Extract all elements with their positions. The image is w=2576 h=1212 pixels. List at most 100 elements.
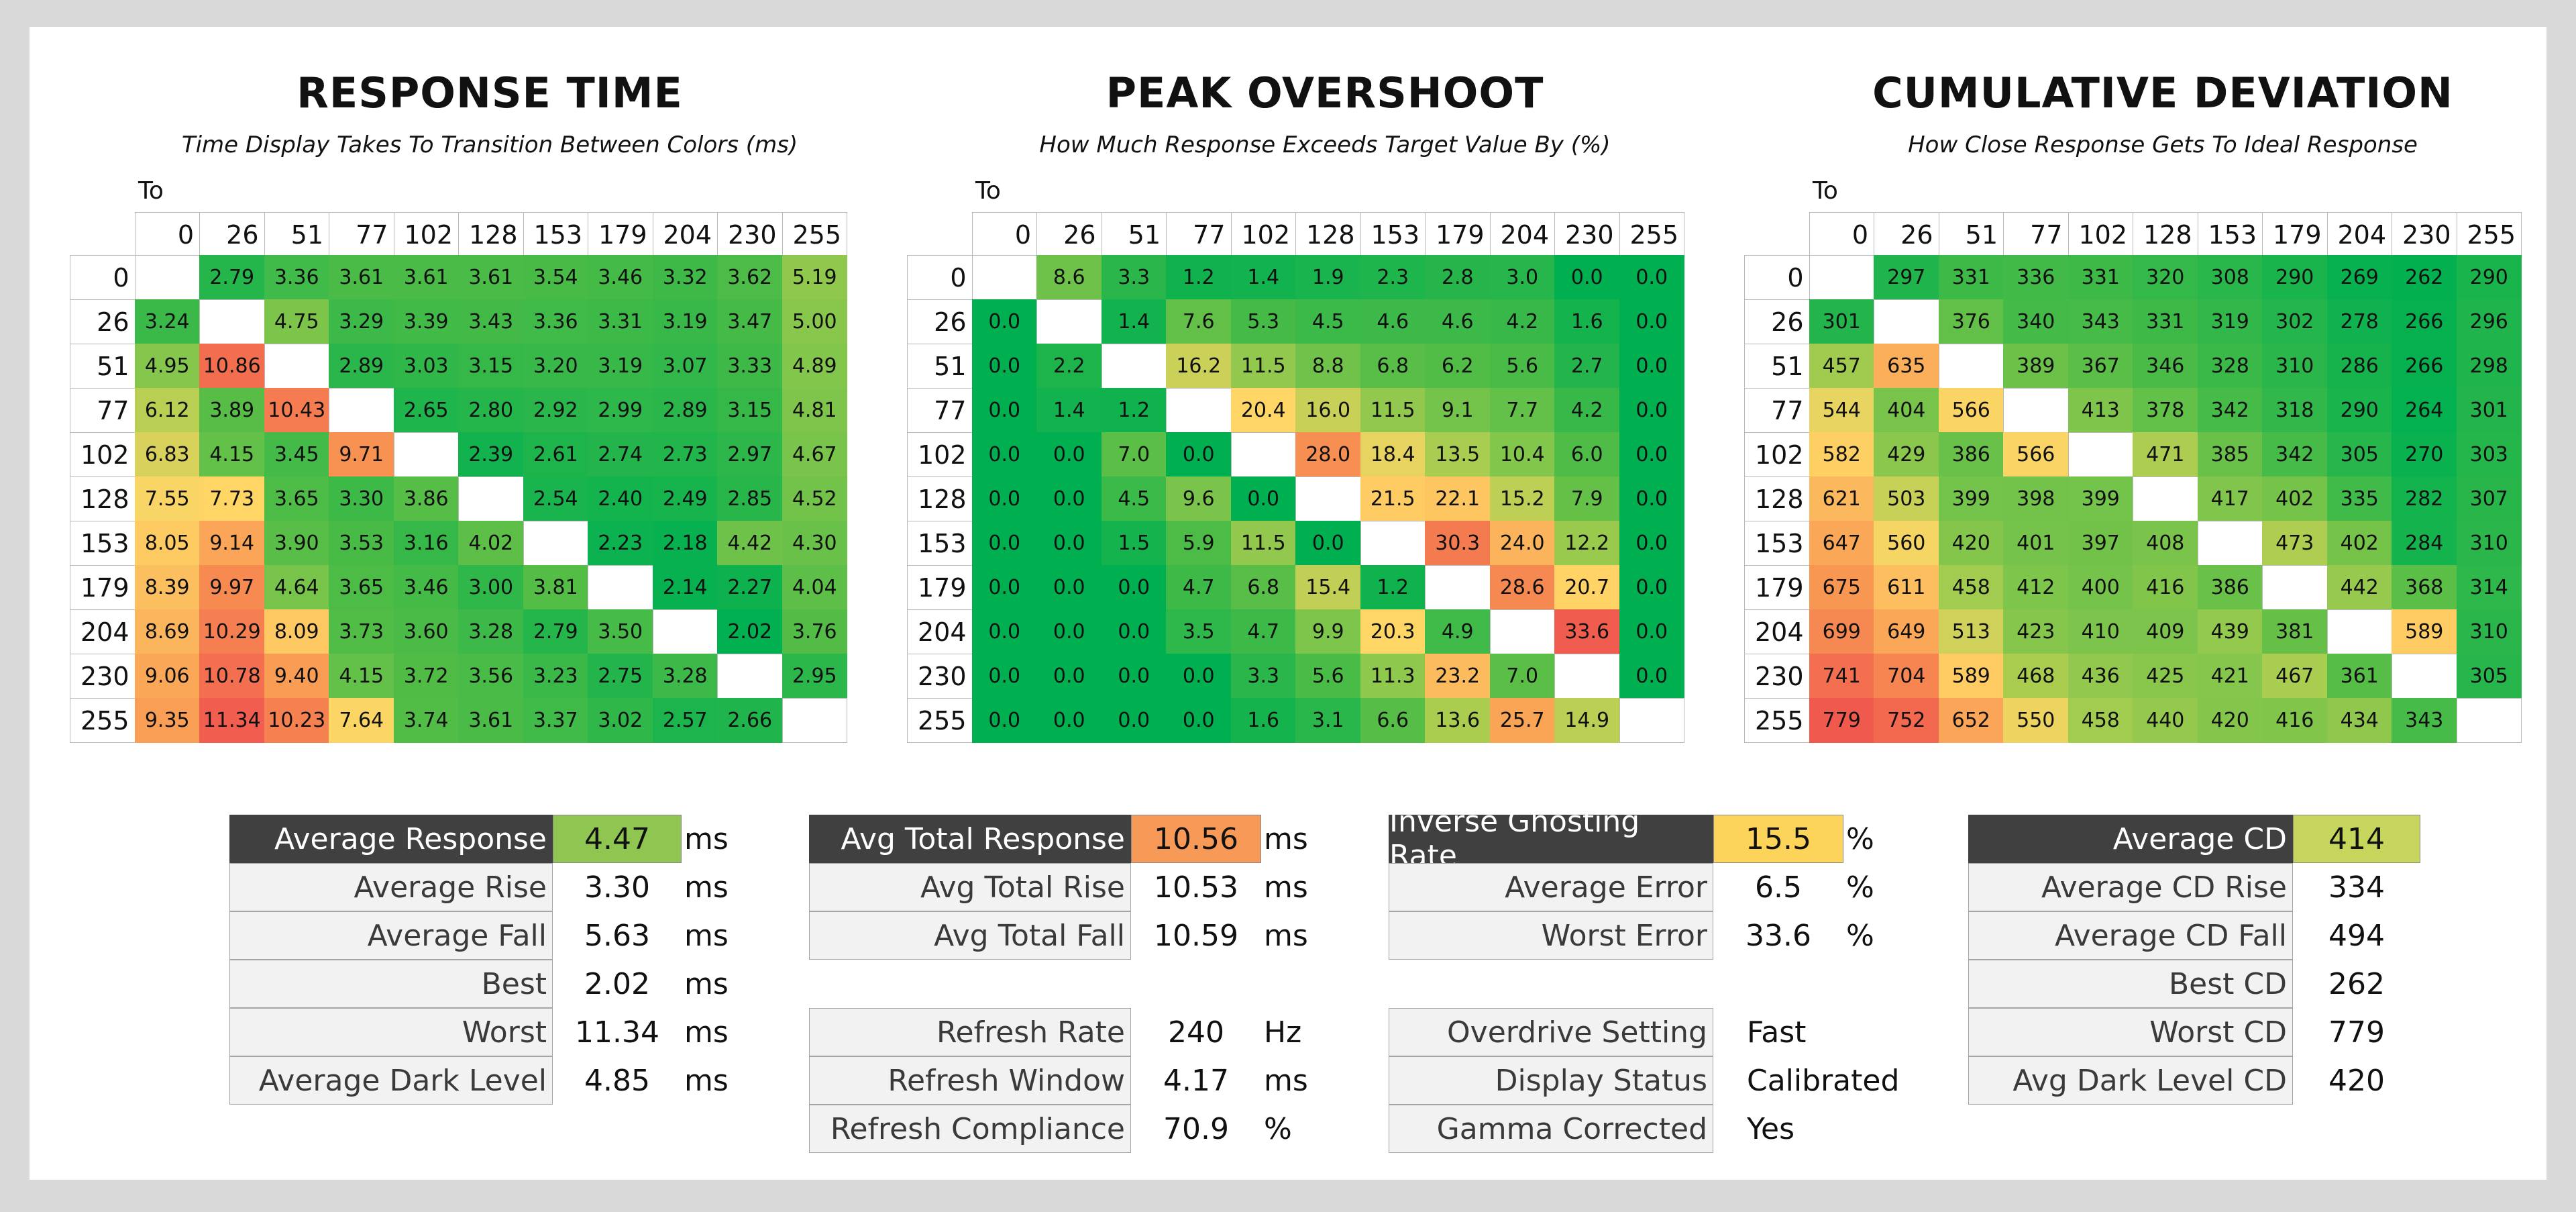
heatmap-cell <box>717 654 783 699</box>
stat-label-average-rise: Average Rise <box>229 863 553 911</box>
heatmap-cell: 3.28 <box>458 609 524 654</box>
heatmap-cell: 550 <box>2003 698 2069 743</box>
stat-label-best-cd: Best CD <box>1968 960 2293 1008</box>
stat-value-average-error: 6.5 <box>1755 870 1802 905</box>
heatmap-cell: 2.75 <box>588 654 653 699</box>
heatmap-cell: 266 <box>2392 344 2457 389</box>
column-header: 153 <box>523 212 588 257</box>
heatmap-cell: 3.19 <box>588 344 653 389</box>
stat-value-refresh-rate: 240 <box>1168 1015 1224 1050</box>
heatmap-cell: 3.50 <box>588 609 653 654</box>
heatmap-cell: 704 <box>1874 654 1939 699</box>
heatmap-cell: 13.6 <box>1425 698 1491 743</box>
heatmap-cell: 368 <box>2392 565 2457 610</box>
heatmap-cell: 2.89 <box>329 344 394 389</box>
heatmap-cell: 4.42 <box>717 521 783 566</box>
heatmap-cell: 417 <box>2197 476 2263 521</box>
row-header: 128 <box>1744 476 1810 521</box>
stat-value-inverse-ghosting-rate: 15.5 <box>1713 815 1843 863</box>
heatmap-cell: 4.5 <box>1101 476 1167 521</box>
stat-label-avg-total-response: Avg Total Response <box>809 815 1131 863</box>
row-header: 77 <box>70 388 136 433</box>
stat-label-average-dark-level: Average Dark Level <box>229 1056 553 1105</box>
heatmap-cell: 2.61 <box>523 432 588 477</box>
heatmap-cell: 0.0 <box>1619 299 1684 344</box>
heatmap-cell: 11.3 <box>1360 654 1426 699</box>
column-header: 51 <box>264 212 329 257</box>
heatmap-cell: 410 <box>2068 609 2133 654</box>
heatmap-cell: 328 <box>2197 344 2263 389</box>
heatmap-cell: 2.40 <box>588 476 653 521</box>
heatmap-cell: 1.2 <box>1101 388 1167 433</box>
heatmap-cell: 3.15 <box>458 344 524 389</box>
heatmap-cell: 0.0 <box>1554 255 1620 300</box>
heatmap-cell: 3.20 <box>523 344 588 389</box>
row-header: 26 <box>70 299 136 344</box>
heatmap-cell: 331 <box>2133 299 2198 344</box>
heatmap-cell <box>1230 432 1296 477</box>
heatmap-cell: 3.61 <box>458 698 524 743</box>
heatmap-cell: 467 <box>2262 654 2328 699</box>
heatmap-cell: 2.54 <box>523 476 588 521</box>
row-header: 102 <box>907 432 973 477</box>
chart-subtitle: How Much Response Exceeds Target Value B… <box>1039 132 1611 158</box>
stat-value-worst-error: 33.6 <box>1746 918 1811 953</box>
row-header: 179 <box>907 565 973 610</box>
stat-unit-avg-total-rise: ms <box>1264 870 1308 905</box>
heatmap-cell: 1.5 <box>1101 521 1167 566</box>
heatmap-cell: 10.23 <box>264 698 329 743</box>
column-header: 179 <box>1425 212 1491 257</box>
row-header: 77 <box>1744 388 1810 433</box>
heatmap-cell: 0.0 <box>1101 609 1167 654</box>
heatmap-cell: 3.46 <box>588 255 653 300</box>
heatmap-cell: 3.02 <box>588 698 653 743</box>
heatmap-cell: 3.86 <box>393 476 459 521</box>
stat-value-avg-total-fall: 10.59 <box>1154 918 1238 953</box>
heatmap-cell: 2.80 <box>458 388 524 433</box>
column-header: 255 <box>1619 212 1684 257</box>
heatmap-cell: 3.81 <box>523 565 588 610</box>
heatmap-cell <box>588 565 653 610</box>
heatmap-cell: 3.61 <box>458 255 524 300</box>
heatmap-cell <box>971 255 1037 300</box>
heatmap-cell: 9.71 <box>329 432 394 477</box>
heatmap-cell: 9.35 <box>134 698 200 743</box>
heatmap-cell: 0.0 <box>1036 654 1102 699</box>
heatmap-cell: 331 <box>1938 255 2004 300</box>
heatmap-cell: 0.0 <box>971 698 1037 743</box>
stat-value-refresh-compliance: 70.9 <box>1163 1111 1229 1146</box>
column-header: 179 <box>2262 212 2328 257</box>
heatmap-cell: 7.6 <box>1166 299 1232 344</box>
heatmap-cell: 3.45 <box>264 432 329 477</box>
heatmap-cell: 513 <box>1938 609 2004 654</box>
stat-label-inverse-ghosting-rate: Inverse Ghosting Rate <box>1389 805 1713 873</box>
heatmap-cell: 635 <box>1874 344 1939 389</box>
heatmap-cell: 24.0 <box>1489 521 1555 566</box>
row-header: 51 <box>1744 344 1810 389</box>
heatmap-cell: 3.33 <box>717 344 783 389</box>
heatmap-cell: 320 <box>2133 255 2198 300</box>
heatmap-cell: 3.24 <box>134 299 200 344</box>
column-header: 26 <box>1036 212 1102 257</box>
heatmap-cell: 0.0 <box>1619 432 1684 477</box>
stat-label-average-response: Average Response <box>229 815 553 863</box>
stat-value-average-cd-fall: 494 <box>2328 918 2385 953</box>
heatmap-cell: 318 <box>2262 388 2328 433</box>
heatmap-cell: 0.0 <box>971 565 1037 610</box>
heatmap-cell: 4.81 <box>782 388 847 433</box>
heatmap-cell: 305 <box>2456 654 2522 699</box>
heatmap-cell: 2.79 <box>199 255 265 300</box>
heatmap-cell: 30.3 <box>1425 521 1491 566</box>
heatmap-cell: 7.55 <box>134 476 200 521</box>
heatmap-cell: 297 <box>1874 255 1939 300</box>
heatmap-cell: 28.6 <box>1489 565 1555 610</box>
heatmap-cell: 741 <box>1809 654 1874 699</box>
heatmap-cell: 308 <box>2197 255 2263 300</box>
heatmap-cell: 6.2 <box>1425 344 1491 389</box>
heatmap-cell <box>199 299 265 344</box>
column-header: 128 <box>1295 212 1361 257</box>
row-header: 230 <box>70 654 136 699</box>
heatmap-cell: 473 <box>2262 521 2328 566</box>
heatmap-cell: 23.2 <box>1425 654 1491 699</box>
heatmap-cell: 2.18 <box>652 521 718 566</box>
